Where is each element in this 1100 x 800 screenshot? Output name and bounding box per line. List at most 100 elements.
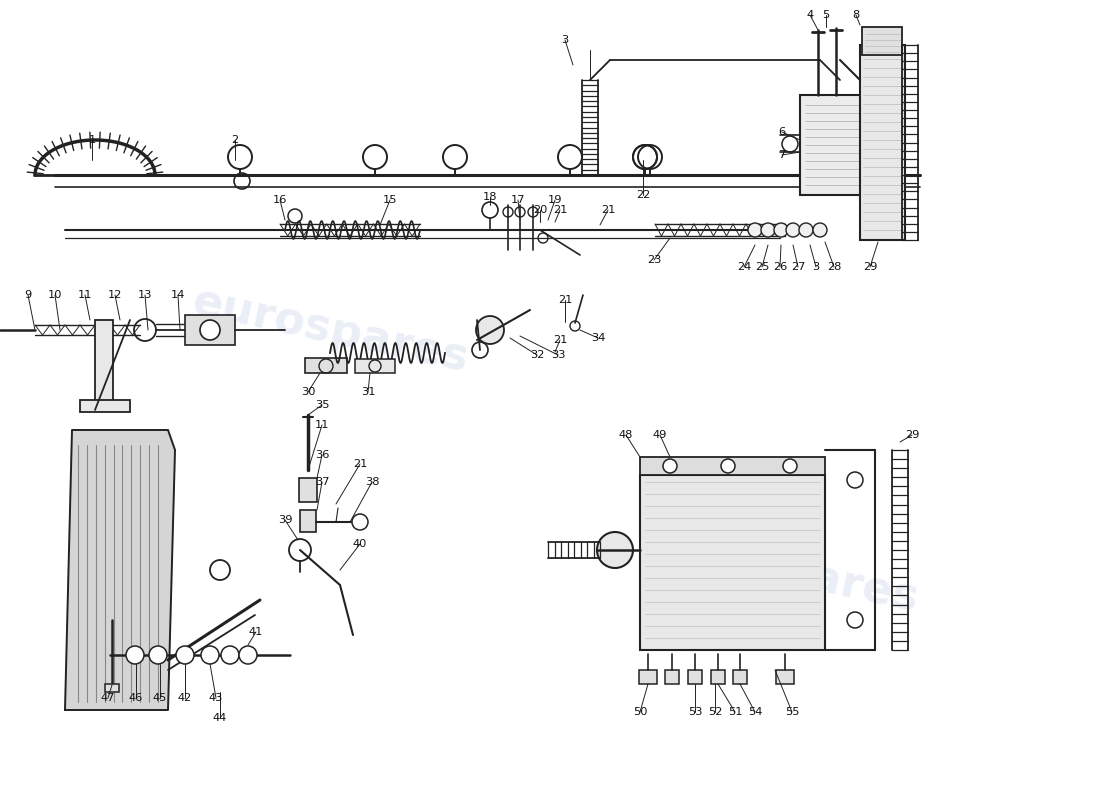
Text: 18: 18 [483, 192, 497, 202]
Circle shape [289, 539, 311, 561]
Text: 14: 14 [170, 290, 185, 300]
Bar [299, 478, 317, 502]
Text: 2: 2 [231, 135, 239, 145]
Text: 7: 7 [779, 150, 785, 160]
Circle shape [239, 646, 257, 664]
Text: 55: 55 [784, 707, 800, 717]
Bar [104, 684, 119, 692]
Text: 13: 13 [138, 290, 152, 300]
Text: 3: 3 [561, 35, 569, 45]
Text: 20: 20 [532, 205, 547, 215]
Text: 16: 16 [273, 195, 287, 205]
Text: 44: 44 [213, 713, 227, 723]
Circle shape [799, 223, 813, 237]
Text: 31: 31 [361, 387, 375, 397]
Text: 45: 45 [153, 693, 167, 703]
Text: 39: 39 [277, 515, 293, 525]
Text: 51: 51 [728, 707, 743, 717]
Text: 8: 8 [852, 10, 859, 20]
Polygon shape [65, 430, 175, 710]
Bar [666, 670, 679, 684]
Bar [640, 475, 825, 650]
Text: 5: 5 [823, 10, 829, 20]
Circle shape [221, 646, 239, 664]
Bar [80, 400, 130, 412]
Bar [733, 670, 747, 684]
Circle shape [720, 459, 735, 473]
Text: 54: 54 [748, 707, 762, 717]
Text: 4: 4 [806, 10, 814, 20]
Text: 47: 47 [101, 693, 116, 703]
Bar [862, 27, 902, 55]
Bar [305, 358, 346, 373]
Circle shape [663, 459, 676, 473]
Text: 33: 33 [551, 350, 565, 360]
Circle shape [176, 646, 194, 664]
Text: 23: 23 [647, 255, 661, 265]
Text: 42: 42 [178, 693, 192, 703]
Text: 30: 30 [300, 387, 316, 397]
Bar [800, 95, 865, 195]
Bar [776, 670, 794, 684]
Text: 9: 9 [24, 290, 32, 300]
Circle shape [783, 459, 798, 473]
Text: 21: 21 [558, 295, 572, 305]
Text: 19: 19 [548, 195, 562, 205]
Text: 40: 40 [353, 539, 367, 549]
Text: 21: 21 [553, 335, 568, 345]
Text: 26: 26 [773, 262, 788, 272]
Text: eurospares: eurospares [638, 520, 922, 620]
Text: 29: 29 [862, 262, 877, 272]
Bar [95, 320, 113, 410]
Bar [300, 510, 316, 532]
Circle shape [761, 223, 776, 237]
Bar [711, 670, 725, 684]
Text: 46: 46 [129, 693, 143, 703]
Text: 21: 21 [553, 205, 568, 215]
Text: 29: 29 [905, 430, 920, 440]
Text: 24: 24 [737, 262, 751, 272]
Text: 17: 17 [510, 195, 526, 205]
Circle shape [200, 320, 220, 340]
Text: 21: 21 [601, 205, 615, 215]
Circle shape [813, 223, 827, 237]
Text: 37: 37 [315, 477, 329, 487]
Text: 12: 12 [108, 290, 122, 300]
Text: 11: 11 [78, 290, 92, 300]
Text: 3: 3 [813, 262, 820, 272]
Text: 32: 32 [530, 350, 544, 360]
Bar [639, 670, 657, 684]
Text: 1: 1 [88, 135, 96, 145]
Circle shape [201, 646, 219, 664]
Text: 52: 52 [707, 707, 723, 717]
Text: 28: 28 [827, 262, 842, 272]
Text: 10: 10 [47, 290, 63, 300]
Circle shape [597, 532, 632, 568]
Text: 53: 53 [688, 707, 702, 717]
Bar [185, 315, 235, 345]
Text: 21: 21 [353, 459, 367, 469]
Bar [355, 359, 395, 373]
Text: 22: 22 [636, 190, 650, 200]
Bar [860, 45, 905, 240]
Text: 50: 50 [632, 707, 647, 717]
Text: 27: 27 [791, 262, 805, 272]
Text: eurospares: eurospares [188, 280, 472, 380]
Bar [640, 457, 825, 475]
Circle shape [774, 223, 788, 237]
Circle shape [476, 316, 504, 344]
Circle shape [352, 514, 368, 530]
Text: 6: 6 [779, 127, 785, 137]
Text: 38: 38 [365, 477, 380, 487]
Circle shape [748, 223, 762, 237]
Text: 25: 25 [755, 262, 769, 272]
Text: 49: 49 [652, 430, 668, 440]
Text: 48: 48 [619, 430, 634, 440]
Text: 11: 11 [315, 420, 329, 430]
Circle shape [786, 223, 800, 237]
Bar [688, 670, 702, 684]
Circle shape [148, 646, 167, 664]
Circle shape [126, 646, 144, 664]
Text: 36: 36 [315, 450, 329, 460]
Text: 41: 41 [249, 627, 263, 637]
